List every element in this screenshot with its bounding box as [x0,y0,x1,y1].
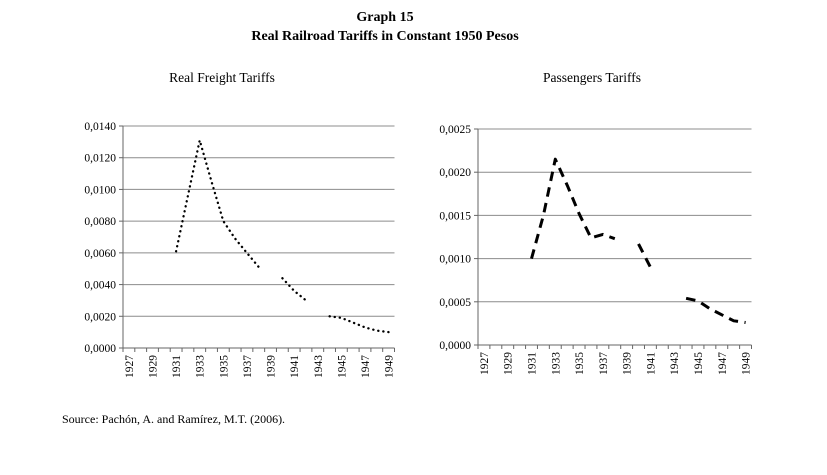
x-axis-label: 1931 [527,352,539,375]
x-axis-label: 1929 [148,355,160,378]
freight-series-line [174,139,390,334]
x-axis-label: 1929 [503,352,515,375]
source-note: Source: Pachón, A. and Ramírez, M.T. (20… [62,412,286,426]
x-axis-label: 1943 [669,352,681,375]
x-axis-label: 1941 [289,355,301,378]
page-title: Graph 15 [356,10,414,25]
x-axis-label: 1949 [741,352,753,375]
y-axis-label: 0,0005 [439,297,471,309]
y-axis-label: 0,0080 [84,216,116,228]
passengers-chart-title: Passengers Tariffs [543,70,641,85]
y-axis-label: 0,0140 [84,121,116,133]
title-block: Graph 15 Real Railroad Tariffs in Consta… [0,8,770,46]
page-subtitle: Real Railroad Tariffs in Constant 1950 P… [251,29,519,44]
x-axis-label: 1937 [242,355,254,378]
y-axis-label: 0,0120 [84,153,116,165]
x-axis-label: 1933 [195,355,207,378]
freight-chart-title: Real Freight Tariffs [169,70,275,85]
y-axis-label: 0,0010 [439,254,471,266]
y-axis-label: 0,0100 [84,184,116,196]
x-axis-label: 1935 [218,355,230,378]
x-axis-label: 1945 [693,352,705,375]
x-axis-label: 1927 [124,355,136,378]
passengers-tariffs-chart: 0,0000 0,0005 0,0010 0,0015 0,0020 0,0025 1927… [439,124,752,375]
y-axis-label: 0,0000 [439,340,471,352]
x-axis-label: 1937 [598,352,610,375]
y-axis-label: 0,0060 [84,248,116,260]
x-axis-label: 1941 [645,352,657,375]
x-axis-label: 1947 [360,355,372,378]
freight-tariffs-chart: 0,0000 0,0020 0,0040 0,0060 0,0080 0,0100 0,01… [84,121,395,378]
x-axis-label: 1945 [336,355,348,378]
x-axis-label: 1939 [622,352,634,375]
x-axis-label: 1933 [550,352,562,375]
x-axis-label: 1939 [266,355,278,378]
x-axis-label: 1935 [574,352,586,375]
y-axis-label: 0,0025 [439,124,471,136]
x-axis-label: 1949 [384,355,396,378]
y-axis-label: 0,0000 [84,343,116,355]
x-axis-label: 1927 [479,352,491,375]
y-axis-label: 0,0020 [439,167,471,179]
x-axis-label: 1931 [171,355,183,378]
passengers-series-line [530,157,746,324]
y-axis-label: 0,0040 [84,280,116,292]
y-axis-label: 0,0015 [439,210,471,222]
x-axis-label: 1943 [313,355,325,378]
x-axis-label: 1947 [717,352,729,375]
y-axis-label: 0,0020 [84,311,116,323]
